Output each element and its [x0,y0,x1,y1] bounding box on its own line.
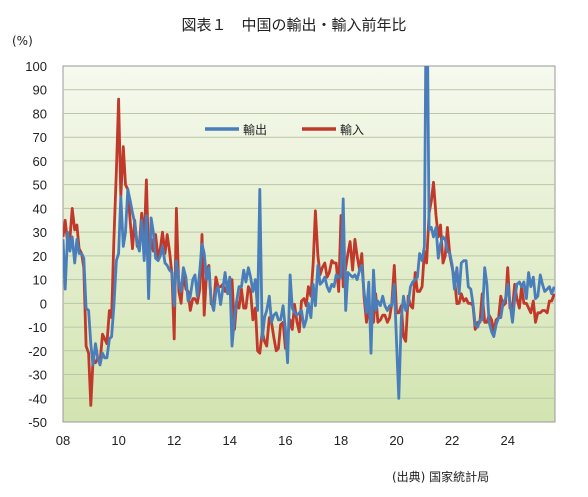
x-tick-label: 20 [389,433,403,448]
y-tick-label: -50 [28,415,47,430]
y-tick-label: 40 [33,201,47,216]
y-tick-label: 0 [40,296,47,311]
x-tick-label: 16 [278,433,292,448]
y-tick-label: 60 [33,154,47,169]
x-tick-label: 10 [111,433,125,448]
y-tick-label: 20 [33,249,47,264]
y-tick-label: 90 [33,83,47,98]
x-tick-label: 24 [501,433,515,448]
source-note: (出典) 国家統計局 [392,470,490,484]
y-tick-label: 80 [33,106,47,121]
y-tick-label: 100 [25,59,47,74]
x-tick-label: 12 [167,433,181,448]
y-tick-label: -20 [28,344,47,359]
y-tick-label: 30 [33,225,47,240]
y-tick-label: 70 [33,130,47,145]
y-tick-label: -10 [28,320,47,335]
y-tick-label: -30 [28,368,47,383]
y-tick-label: 50 [33,178,47,193]
y-unit-label: (%) [12,34,33,48]
x-tick-label: 18 [334,433,348,448]
series-line-exports [63,66,555,400]
x-tick-label: 14 [223,433,237,448]
legend-label: 輸入 [340,122,364,137]
x-axis-ticks: 08 10 12 14 16 18 20 22 24 [56,433,515,448]
y-tick-label: 10 [33,273,47,288]
x-tick-label: 22 [445,433,459,448]
legend-label: 輸出 [243,122,267,137]
legend: 輸出 輸入 [205,122,364,137]
chart-title: 図表１ 中国の輸出・輸入前年比 [181,16,407,34]
series-lines [63,66,555,407]
y-tick-label: -40 [28,391,47,406]
x-tick-label: 08 [56,433,70,448]
